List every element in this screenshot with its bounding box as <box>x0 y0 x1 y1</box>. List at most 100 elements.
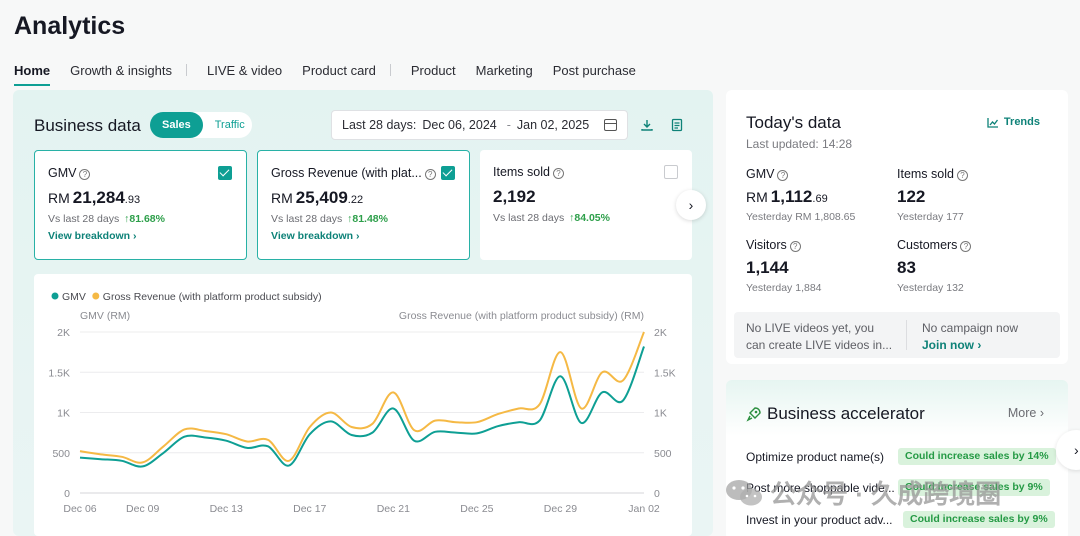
currency: RM <box>48 190 70 206</box>
value-main: 2,192 <box>493 187 536 206</box>
accelerator-item-product-ads[interactable]: Invest in your product adv... <box>746 513 893 527</box>
accelerator-item-product-name[interactable]: Optimize product name(s) <box>746 450 885 464</box>
join-now-link[interactable]: Join now › <box>922 338 982 352</box>
legend-label: GMV <box>62 291 86 303</box>
line-chart: 0 0 500 500 1K 1K 1.5K 1.5K 2K 2K Dec 06 Dec 09 Dec … <box>48 291 675 515</box>
tab-product[interactable]: Product <box>410 62 456 78</box>
calendar-icon <box>604 119 617 131</box>
trends-link[interactable]: Trends <box>987 116 1040 128</box>
accelerator-item-shoppable-videos[interactable]: Post more shoppable vide... <box>746 481 895 495</box>
download-icon[interactable] <box>640 118 654 132</box>
help-icon[interactable]: ? <box>424 169 436 180</box>
sales-increase-badge: Could increase sales by 9% <box>898 479 1050 496</box>
nav-divider <box>389 64 391 76</box>
x-tick-label: Dec 25 <box>460 503 493 515</box>
next-cards-button[interactable]: › <box>676 190 706 220</box>
value-main: 1,112 <box>770 187 813 206</box>
date-range-separator: - <box>506 118 511 132</box>
card-comparison: Vs last 28 days ↑81.48% <box>271 213 388 225</box>
help-icon[interactable]: ? <box>789 241 801 252</box>
more-link[interactable]: More › <box>1007 406 1044 420</box>
view-breakdown-link[interactable]: View breakdown › <box>48 230 137 242</box>
sales-increase-badge: Could increase sales by 9% <box>903 511 1055 528</box>
strip-divider <box>906 320 907 350</box>
today-metric-visitors: Visitors? 1,144 Yesterday 1,884 <box>746 238 822 294</box>
metric-card-gross-revenue[interactable]: Gross Revenue (with plat...? RM 25,409.22… <box>257 150 470 260</box>
x-tick-label: Dec 29 <box>544 503 577 515</box>
y-tick-left: 2K <box>57 327 70 339</box>
value-main: 25,409 <box>295 188 348 207</box>
join-now-label: Join now <box>922 338 974 352</box>
metric-card-items-sold[interactable]: Items sold? 2,192 Vs last 28 days ↑84.05… <box>480 150 692 260</box>
date-range-picker[interactable]: Last 28 days: Dec 06, 2024 - Jan 02, 202… <box>331 110 628 140</box>
x-tick-label: Dec 21 <box>377 503 410 515</box>
card-checkbox[interactable] <box>664 165 678 179</box>
tab-growth-insights[interactable]: Growth & insights <box>70 62 172 78</box>
card-label: Items sold? <box>493 165 564 179</box>
help-icon[interactable]: ? <box>552 168 564 179</box>
tab-live-video[interactable]: LIVE & video <box>207 62 283 78</box>
sales-increase-badge: Could increase sales by 14% <box>898 448 1056 465</box>
card-checkbox[interactable] <box>218 166 232 180</box>
card-value: RM 25,409.22 <box>271 188 363 208</box>
x-tick-label: Dec 06 <box>63 503 96 515</box>
card-label-text: Gross Revenue (with plat... <box>271 166 422 180</box>
metric-label-text: Customers <box>897 238 958 252</box>
campaign-notice: No campaign now Join now › <box>922 320 1018 354</box>
y-axis-label-left: GMV (RM) <box>80 310 130 322</box>
compare-label: Vs last 28 days <box>48 213 120 225</box>
link-text: View breakdown <box>271 230 354 242</box>
live-notice[interactable]: No LIVE videos yet, you can create LIVE … <box>746 320 896 354</box>
help-icon[interactable]: ? <box>777 170 789 181</box>
more-label: More <box>1007 406 1037 420</box>
change-value: 81.68% <box>129 213 165 225</box>
accelerator-title-text: Business accelerator <box>767 404 925 423</box>
report-icon[interactable] <box>670 118 684 132</box>
business-data-panel: Business data Sales Traffic Last 28 days… <box>13 90 713 536</box>
toggle-traffic[interactable]: Traffic <box>214 119 245 131</box>
metric-label: Items sold? <box>897 167 968 181</box>
metric-card-gmv[interactable]: GMV? RM 21,284.93 Vs last 28 days ↑81.68%… <box>34 150 247 260</box>
business-accelerator-panel: Business accelerator More › Optimize pro… <box>726 380 1068 536</box>
campaign-text: No campaign now <box>922 321 1019 335</box>
value-decimals: .22 <box>347 194 364 206</box>
metric-label-text: Visitors <box>746 238 787 252</box>
help-icon[interactable]: ? <box>79 169 91 180</box>
date-range-prefix: Last 28 days: <box>342 118 417 132</box>
value-decimals: .69 <box>812 193 828 205</box>
tab-marketing[interactable]: Marketing <box>475 62 533 78</box>
metric-yesterday: Yesterday 1,884 <box>746 282 822 294</box>
card-checkbox[interactable] <box>441 166 455 180</box>
metric-label: GMV? <box>746 167 855 181</box>
help-icon[interactable]: ? <box>960 241 972 252</box>
metric-yesterday: Yesterday 132 <box>897 282 964 294</box>
rocket-icon <box>746 407 761 422</box>
last-updated: Last updated: 14:28 <box>746 137 853 151</box>
tab-post-purchase[interactable]: Post purchase <box>552 62 636 78</box>
business-accelerator-title: Business accelerator <box>746 404 925 424</box>
page-title: Analytics <box>14 12 126 40</box>
legend-marker <box>92 292 100 300</box>
metric-label-text: GMV <box>746 167 775 181</box>
card-value: 2,192 <box>493 187 536 207</box>
y-tick-left: 500 <box>52 448 70 460</box>
value-main: 21,284 <box>72 188 125 207</box>
tab-home[interactable]: Home <box>14 63 51 86</box>
toggle-sales[interactable]: Sales <box>150 112 203 138</box>
metric-label-text: Items sold <box>897 167 954 181</box>
tab-product-card[interactable]: Product card <box>302 62 376 78</box>
top-nav: Home Growth & insights LIVE & video Prod… <box>14 58 656 86</box>
metric-value: 83 <box>897 258 916 277</box>
compare-label: Vs last 28 days <box>493 212 565 224</box>
todays-data-panel: Today's data Last updated: 14:28 Trends … <box>726 90 1068 364</box>
trends-label: Trends <box>1003 116 1040 128</box>
view-breakdown-link[interactable]: View breakdown › <box>271 230 360 242</box>
wechat-logo-icon <box>726 479 762 505</box>
metric-value: 122 <box>897 187 926 206</box>
chart-card: 0 0 500 500 1K 1K 1.5K 1.5K 2K 2K Dec 06 Dec 09 Dec … <box>34 274 692 536</box>
help-icon[interactable]: ? <box>956 170 968 181</box>
metric-yesterday: Yesterday RM 1,808.65 <box>746 211 856 223</box>
y-tick-right: 1K <box>654 408 667 420</box>
sales-traffic-toggle: Sales Traffic <box>150 112 252 138</box>
